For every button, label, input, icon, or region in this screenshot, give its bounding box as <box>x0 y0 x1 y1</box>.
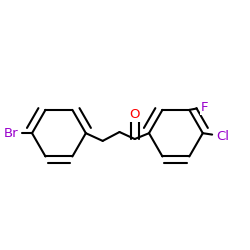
Text: Cl: Cl <box>216 130 229 143</box>
Text: O: O <box>130 108 140 121</box>
Text: F: F <box>200 100 208 114</box>
Text: Br: Br <box>4 127 18 140</box>
